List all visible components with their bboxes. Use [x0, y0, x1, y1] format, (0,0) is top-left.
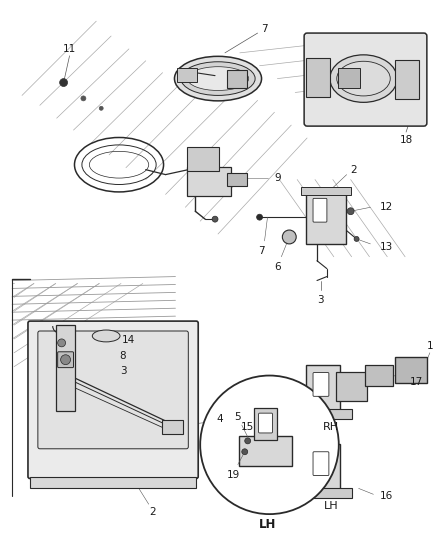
- FancyBboxPatch shape: [227, 70, 247, 87]
- Text: 9: 9: [274, 173, 281, 183]
- Text: 19: 19: [227, 470, 240, 480]
- Text: 3: 3: [318, 295, 324, 305]
- Text: 6: 6: [274, 262, 281, 272]
- Circle shape: [245, 438, 251, 444]
- Ellipse shape: [337, 61, 390, 96]
- FancyBboxPatch shape: [304, 33, 427, 126]
- Circle shape: [354, 237, 359, 241]
- Text: 17: 17: [410, 377, 423, 387]
- Text: LH: LH: [324, 501, 338, 511]
- FancyBboxPatch shape: [306, 365, 340, 414]
- Text: 18: 18: [399, 135, 413, 145]
- Circle shape: [200, 376, 339, 514]
- Text: 15: 15: [241, 422, 254, 432]
- FancyBboxPatch shape: [258, 413, 272, 433]
- Ellipse shape: [330, 55, 397, 102]
- Text: 3: 3: [120, 366, 126, 376]
- FancyBboxPatch shape: [187, 167, 231, 196]
- FancyBboxPatch shape: [306, 190, 346, 244]
- Text: 2: 2: [149, 507, 156, 517]
- Text: 4: 4: [217, 414, 223, 424]
- FancyBboxPatch shape: [227, 173, 247, 187]
- Text: 2: 2: [350, 165, 357, 175]
- Circle shape: [206, 428, 214, 436]
- Circle shape: [283, 230, 296, 244]
- FancyBboxPatch shape: [38, 331, 188, 449]
- FancyBboxPatch shape: [313, 452, 329, 475]
- Text: 12: 12: [380, 202, 393, 212]
- FancyBboxPatch shape: [162, 420, 184, 434]
- Ellipse shape: [187, 67, 249, 91]
- Text: 13: 13: [380, 242, 393, 252]
- FancyBboxPatch shape: [254, 408, 277, 440]
- Text: 1: 1: [427, 341, 433, 351]
- FancyBboxPatch shape: [177, 68, 197, 82]
- Text: LH: LH: [259, 518, 276, 530]
- FancyBboxPatch shape: [338, 68, 360, 87]
- Circle shape: [212, 216, 218, 222]
- FancyBboxPatch shape: [187, 147, 219, 171]
- FancyBboxPatch shape: [297, 488, 352, 498]
- Circle shape: [99, 106, 103, 110]
- FancyBboxPatch shape: [313, 373, 329, 397]
- Ellipse shape: [174, 56, 261, 101]
- Circle shape: [58, 339, 66, 347]
- FancyBboxPatch shape: [30, 477, 196, 488]
- Ellipse shape: [181, 62, 255, 95]
- FancyBboxPatch shape: [395, 60, 419, 99]
- Text: 11: 11: [63, 44, 76, 54]
- Text: 7: 7: [261, 24, 268, 34]
- FancyBboxPatch shape: [297, 409, 352, 419]
- FancyBboxPatch shape: [301, 188, 351, 196]
- Ellipse shape: [92, 330, 120, 342]
- FancyBboxPatch shape: [56, 325, 75, 411]
- Text: 8: 8: [120, 351, 126, 361]
- Text: RH: RH: [323, 422, 339, 432]
- FancyBboxPatch shape: [306, 444, 340, 494]
- FancyBboxPatch shape: [313, 198, 327, 222]
- Circle shape: [81, 96, 86, 101]
- Circle shape: [60, 78, 67, 86]
- Text: 5: 5: [234, 412, 241, 422]
- Circle shape: [60, 355, 71, 365]
- FancyBboxPatch shape: [336, 372, 367, 401]
- Circle shape: [257, 214, 262, 220]
- FancyBboxPatch shape: [306, 58, 330, 98]
- FancyBboxPatch shape: [28, 321, 198, 479]
- FancyBboxPatch shape: [58, 352, 74, 368]
- Text: 16: 16: [380, 491, 393, 502]
- FancyBboxPatch shape: [395, 357, 427, 383]
- Circle shape: [242, 449, 248, 455]
- Circle shape: [347, 208, 354, 215]
- FancyBboxPatch shape: [239, 436, 292, 466]
- Text: 7: 7: [258, 246, 265, 256]
- FancyBboxPatch shape: [365, 365, 393, 386]
- Text: 14: 14: [122, 335, 135, 345]
